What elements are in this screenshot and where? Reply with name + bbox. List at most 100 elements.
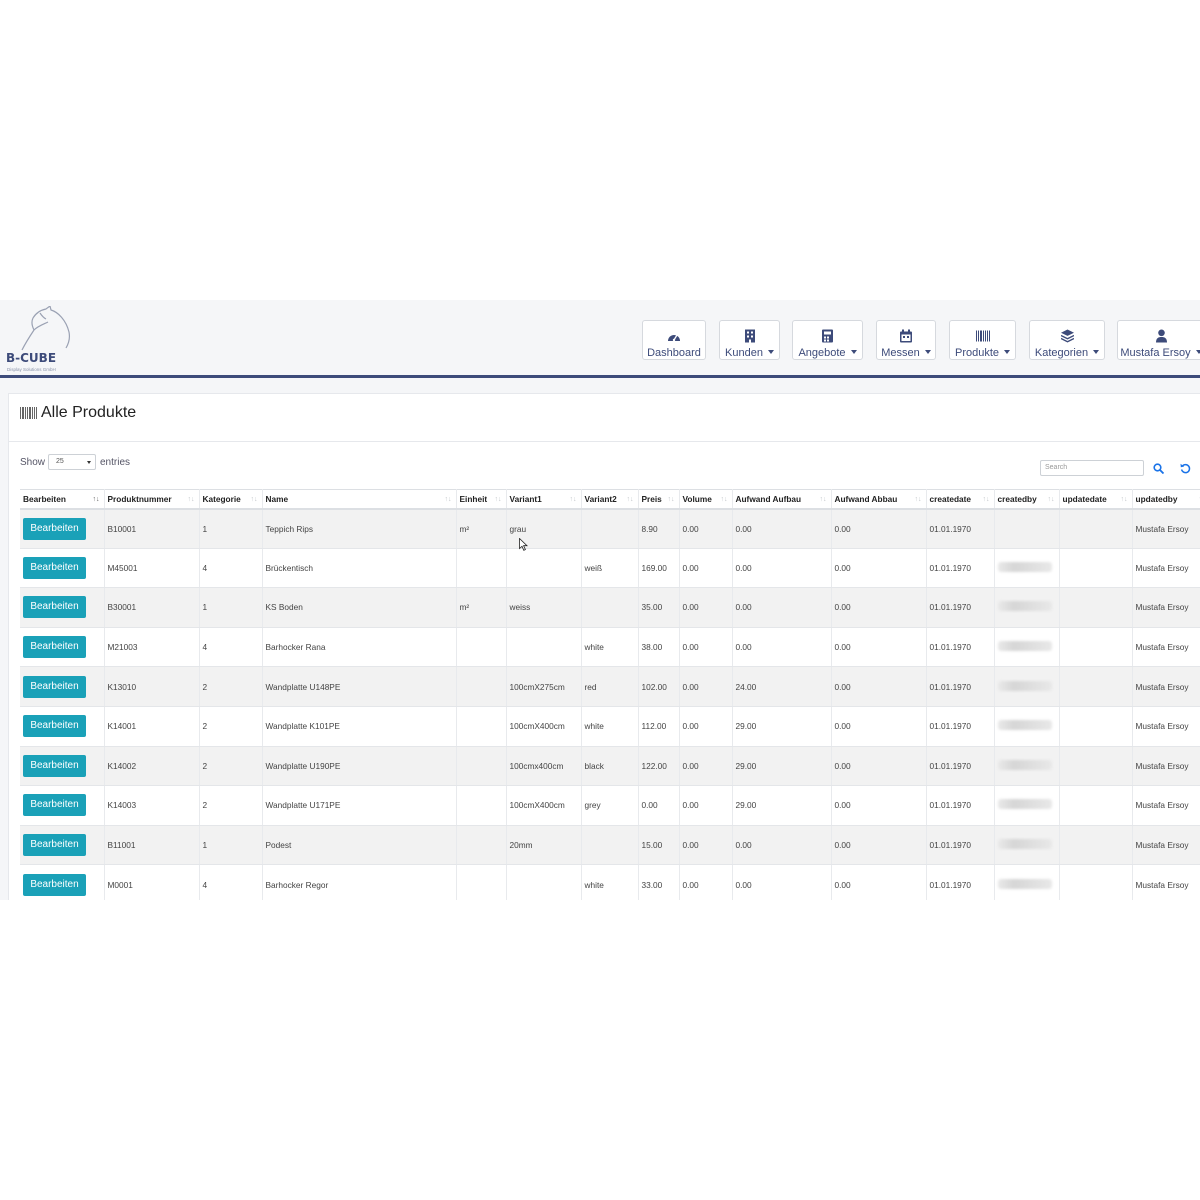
table-row[interactable]: Bearbeiten K14001 2 Wandplatte K101PE 100cmX… xyxy=(20,706,1200,747)
cell-produktnummer: M0001 xyxy=(104,864,200,900)
column-header-label: createdate xyxy=(929,493,972,504)
column-header[interactable]: Variant1 ↑↓ xyxy=(506,489,582,510)
table-row[interactable]: Bearbeiten K14002 2 Wandplatte U190PE 100cmx… xyxy=(20,746,1200,787)
nav-user-menu[interactable]: Mustafa Ersoy xyxy=(1117,320,1200,360)
cell-bearbeiten: Bearbeiten xyxy=(20,825,105,866)
cell-kategorie: 1 xyxy=(199,508,263,549)
cell-aufbau: 0.00 xyxy=(732,825,832,866)
column-header[interactable]: Aufwand Abbau ↑↓ xyxy=(831,489,927,510)
table-row[interactable]: Bearbeiten B11001 1 Podest 20mm 15.00 0.00 0.00… xyxy=(20,825,1200,866)
cell-name: Teppich Rips xyxy=(262,508,457,549)
chevron-down-icon xyxy=(924,350,931,354)
cell-aufbau: 0.00 xyxy=(732,627,832,668)
cell-aufbau: 0.00 xyxy=(732,864,832,900)
cell-kategorie: 2 xyxy=(199,785,263,826)
cell-updatedate xyxy=(1059,508,1133,549)
cell-preis: 35.00 xyxy=(638,587,680,628)
cell-bearbeiten: Bearbeiten xyxy=(20,548,105,589)
column-header[interactable]: Einheit ↑↓ xyxy=(456,489,507,510)
cell-variant1: 100cmX275cm xyxy=(506,666,582,707)
barcode-icon xyxy=(975,330,990,342)
edit-button[interactable]: Bearbeiten xyxy=(23,873,86,896)
column-header[interactable]: Name ↑↓ xyxy=(262,489,457,510)
table-row[interactable]: Bearbeiten B30001 1 KS Boden m² weiss 35.00 0.0… xyxy=(20,587,1200,628)
sort-icon: ↑↓ xyxy=(92,496,100,503)
column-header[interactable]: Variant2 ↑↓ xyxy=(581,489,639,510)
cell-kategorie: 1 xyxy=(199,587,263,628)
edit-button[interactable]: Bearbeiten xyxy=(23,715,86,738)
sort-icon: ↑↓ xyxy=(1047,496,1055,503)
redacted-value xyxy=(997,641,1052,652)
nav-produkte[interactable]: Produkte xyxy=(949,320,1016,360)
brand-logo[interactable]: B-CUBE Display Solutions GmbH xyxy=(6,306,90,372)
cell-variant2: red xyxy=(581,666,639,707)
table-row[interactable]: Bearbeiten K14003 2 Wandplatte U171PE 100cmX… xyxy=(20,785,1200,826)
redacted-value xyxy=(997,878,1052,889)
column-header[interactable]: Aufwand Aufbau ↑↓ xyxy=(732,489,832,510)
cell-createdby xyxy=(994,746,1060,787)
column-header-label: Name xyxy=(265,493,289,504)
table-row[interactable]: Bearbeiten K13010 2 Wandplatte U148PE 100cmX… xyxy=(20,666,1200,707)
nav-dashboard[interactable]: Dashboard xyxy=(642,320,706,360)
column-header[interactable]: Volume ↑↓ xyxy=(679,489,733,510)
column-header-label: updatedby xyxy=(1135,493,1178,504)
edit-button[interactable]: Bearbeiten xyxy=(23,675,86,698)
column-header[interactable]: createdby ↑↓ xyxy=(994,489,1060,510)
cell-preis: 15.00 xyxy=(638,825,680,866)
edit-button[interactable]: Bearbeiten xyxy=(23,556,86,579)
cell-variant2: white xyxy=(581,706,639,747)
search-input[interactable]: Search xyxy=(1040,460,1144,476)
edit-button[interactable]: Bearbeiten xyxy=(23,636,86,659)
cell-aufbau: 0.00 xyxy=(732,548,832,589)
nav-messen[interactable]: Messen xyxy=(876,320,936,360)
cell-updatedby: Mustafa Ersoy xyxy=(1132,706,1200,747)
reset-icon[interactable] xyxy=(1180,463,1191,474)
cell-updatedate xyxy=(1059,548,1133,589)
page-length-select[interactable]: 25 xyxy=(48,454,96,470)
cell-updatedby: Mustafa Ersoy xyxy=(1132,548,1200,589)
cell-kategorie: 4 xyxy=(199,627,263,668)
cell-updatedate xyxy=(1059,706,1133,747)
cell-abbau: 0.00 xyxy=(831,548,927,589)
cell-preis: 38.00 xyxy=(638,627,680,668)
cell-einheit xyxy=(456,825,507,866)
edit-button[interactable]: Bearbeiten xyxy=(23,596,86,619)
nav-kunden-label: Kunden xyxy=(725,347,763,359)
nav-angebote[interactable]: Angebote xyxy=(792,320,863,360)
sort-icon: ↑↓ xyxy=(914,496,922,503)
products-table: Bearbeiten ↑↓ Produktnummer ↑↓ Kategorie ↑↓ Na… xyxy=(20,489,1200,900)
cell-createdate: 01.01.1970 xyxy=(926,746,995,787)
nav-kategorien[interactable]: Kategorien xyxy=(1029,320,1105,360)
sort-icon: ↑↓ xyxy=(569,496,577,503)
column-header[interactable]: updatedate ↑↓ xyxy=(1059,489,1133,510)
table-row[interactable]: Bearbeiten B10001 1 Teppich Rips m² grau 8.90 0… xyxy=(20,508,1200,549)
sort-icon: ↑↓ xyxy=(444,496,452,503)
table-body: Bearbeiten B10001 1 Teppich Rips m² grau 8.90 0… xyxy=(20,508,1200,900)
cell-createdate: 01.01.1970 xyxy=(926,706,995,747)
edit-button[interactable]: Bearbeiten xyxy=(23,754,86,777)
search-icon[interactable] xyxy=(1153,463,1164,474)
entries-label: entries xyxy=(100,457,131,468)
nav-messen-label: Messen xyxy=(881,347,920,359)
edit-button[interactable]: Bearbeiten xyxy=(23,834,86,857)
cell-volume: 0.00 xyxy=(679,627,733,668)
table-row[interactable]: Bearbeiten M21003 4 Barhocker Rana white 38.0… xyxy=(20,627,1200,668)
column-header[interactable]: Produktnummer ↑↓ xyxy=(104,489,200,510)
column-header[interactable]: updatedby ↑↓ xyxy=(1132,489,1200,510)
cell-abbau: 0.00 xyxy=(831,666,927,707)
column-header[interactable]: createdate ↑↓ xyxy=(926,489,995,510)
edit-button[interactable]: Bearbeiten xyxy=(23,794,86,817)
table-row[interactable]: Bearbeiten M45001 4 Brückentisch weiß 169.00 0… xyxy=(20,548,1200,589)
column-header[interactable]: Preis ↑↓ xyxy=(638,489,680,510)
cell-kategorie: 2 xyxy=(199,746,263,787)
brand-name: B-CUBE xyxy=(6,351,57,365)
column-header[interactable]: Bearbeiten ↑↓ xyxy=(20,489,105,510)
edit-button[interactable]: Bearbeiten xyxy=(23,517,86,540)
cell-variant2: grey xyxy=(581,785,639,826)
column-header[interactable]: Kategorie ↑↓ xyxy=(199,489,263,510)
app-window: B-CUBE Display Solutions GmbH Dashboard … xyxy=(0,300,1200,900)
nav-kunden[interactable]: Kunden xyxy=(719,320,780,360)
table-row[interactable]: Bearbeiten M0001 4 Barhocker Regor white 33.0… xyxy=(20,864,1200,900)
cell-name: Brückentisch xyxy=(262,548,457,589)
sort-icon: ↑↓ xyxy=(720,496,728,503)
